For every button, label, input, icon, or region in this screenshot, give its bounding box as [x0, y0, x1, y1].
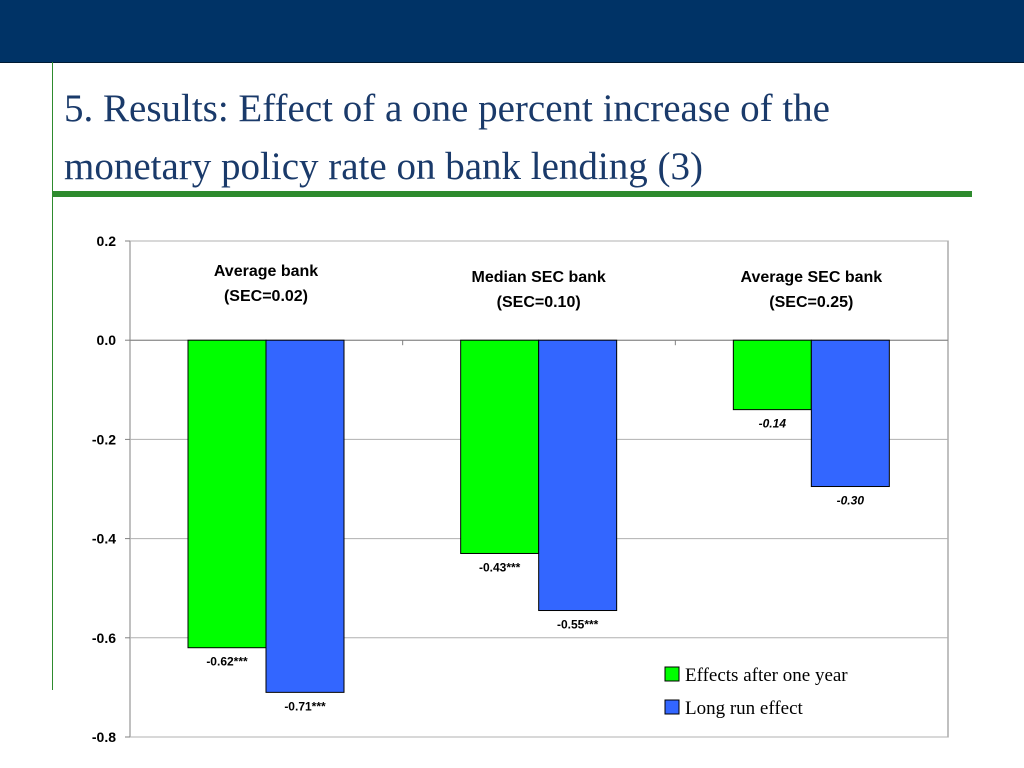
y-tick-label: -0.8 [92, 729, 116, 745]
category-label: Average bank [214, 263, 318, 280]
category-label: Median SEC bank [472, 269, 606, 286]
legend-swatch [664, 666, 680, 682]
legend-swatch [664, 699, 680, 715]
data-label: -0.55*** [557, 618, 599, 632]
y-tick-label: -0.6 [92, 630, 116, 646]
data-label: -0.62*** [206, 655, 248, 669]
category-label: Average SEC bank [740, 269, 882, 286]
bar [265, 339, 345, 693]
y-tick-label: 0.0 [97, 332, 117, 348]
legend-label: Long run effect [685, 698, 804, 719]
bar [187, 339, 267, 649]
legend-label: Effects after one year [685, 665, 848, 686]
data-label: -0.71*** [284, 699, 326, 713]
y-tick-label: -0.4 [92, 531, 116, 547]
bar [460, 339, 540, 554]
data-label: -0.43*** [479, 560, 521, 574]
bar [732, 339, 812, 411]
header-bar [0, 0, 1024, 63]
category-label: (SEC=0.02) [224, 288, 308, 305]
slide-title: 5. Results: Effect of a one percent incr… [64, 87, 830, 188]
data-label: -0.14 [759, 417, 787, 431]
category-label: (SEC=0.10) [497, 294, 581, 311]
title-underline [52, 191, 972, 197]
bar [810, 339, 890, 488]
data-label: -0.30 [837, 494, 865, 508]
y-tick-label: -0.2 [92, 431, 116, 447]
bar [538, 339, 618, 612]
category-label: (SEC=0.25) [769, 294, 853, 311]
y-tick-label: 0.2 [97, 233, 117, 249]
left-accent-rule [52, 62, 53, 690]
